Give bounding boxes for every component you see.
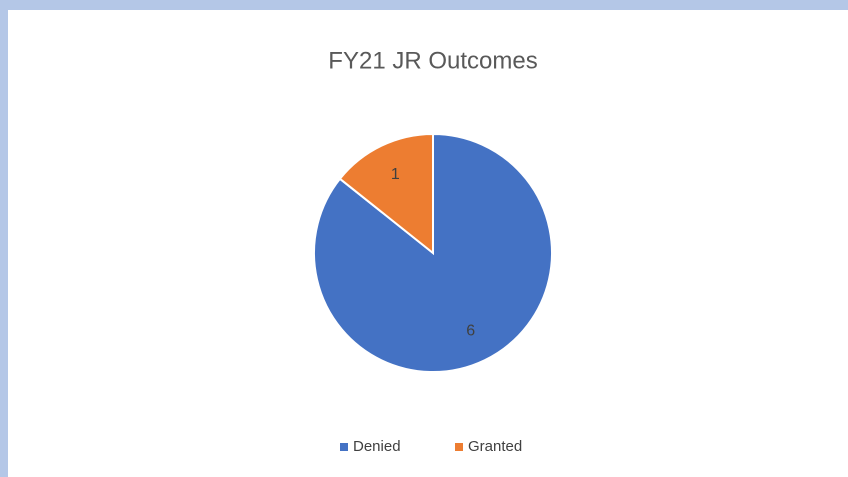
legend-label: Granted [468, 438, 522, 455]
chart-title: FY21 JR Outcomes [328, 47, 537, 74]
pie-slice [338, 132, 434, 256]
legend-swatch [340, 443, 348, 451]
legend-swatch [455, 443, 463, 451]
pie-slice [313, 132, 553, 373]
data-label: 6 [466, 322, 475, 339]
legend-label: Denied [353, 438, 401, 455]
data-label: 1 [391, 166, 400, 183]
